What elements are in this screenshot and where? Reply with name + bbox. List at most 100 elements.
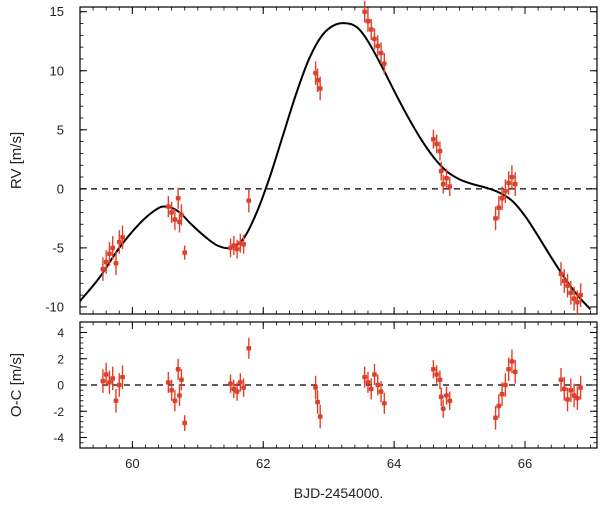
data-point: [509, 359, 515, 364]
data-point: [431, 137, 436, 142]
data-point: [439, 394, 444, 400]
data-point: [372, 372, 377, 377]
data-point: [113, 261, 119, 266]
data-point: [246, 346, 252, 351]
data-point: [166, 204, 171, 209]
data-point: [496, 205, 502, 210]
data-point: [317, 414, 323, 419]
rv-panel: -10 -5 0 5 10 15 RV [m/s]: [8, 1, 598, 315]
data-point: [100, 266, 106, 272]
data-point: [228, 245, 233, 251]
data-point: [175, 367, 181, 372]
data-point: [369, 386, 374, 392]
data-point: [578, 292, 583, 298]
data-point: [503, 189, 508, 194]
y-tick-label: 10: [50, 63, 64, 78]
data-point: [177, 393, 182, 398]
data-point: [110, 245, 115, 251]
data-point: [313, 385, 318, 390]
data-point: [120, 235, 125, 240]
y-tick-label: 0: [57, 379, 64, 393]
data-point: [231, 386, 236, 392]
data-point: [439, 168, 444, 174]
data-point: [565, 397, 570, 402]
data-point: [512, 369, 518, 375]
data-point: [182, 420, 187, 426]
data-point: [169, 210, 174, 215]
data-point: [169, 388, 174, 393]
data-point: [375, 43, 380, 49]
data-point: [562, 386, 567, 392]
data-point: [365, 380, 371, 385]
data-point: [493, 415, 498, 421]
data-point: [231, 243, 236, 248]
data-point: [110, 376, 115, 381]
data-point: [441, 406, 446, 411]
data-point: [444, 176, 449, 181]
plot-frame: [79, 6, 598, 315]
data-point: [313, 70, 318, 76]
data-point: [499, 391, 505, 397]
x-tick-label: 64: [387, 456, 401, 471]
data-point: [441, 181, 446, 187]
data-point: [362, 9, 367, 14]
data-point: [241, 385, 246, 390]
data-point: [172, 217, 178, 222]
data-point: [238, 240, 243, 246]
data-point: [437, 148, 443, 154]
data-point: [234, 246, 240, 252]
data-point: [103, 372, 109, 377]
data-point: [568, 388, 574, 393]
x-tick-label: 62: [256, 456, 270, 471]
x-tick-label: 60: [125, 456, 139, 471]
data-point: [113, 398, 119, 403]
data-point: [562, 278, 567, 284]
data-point: [166, 380, 171, 385]
data-point: [382, 61, 387, 66]
data-point: [493, 216, 498, 221]
data-point: [565, 283, 570, 288]
data-point: [175, 196, 181, 201]
y-axis-label: RV [m/s]: [8, 132, 25, 189]
data-point: [246, 198, 252, 203]
data-point: [234, 389, 240, 394]
data-point: [372, 36, 377, 42]
data-point: [506, 180, 511, 186]
data-point: [382, 401, 387, 406]
model-curve: [80, 22, 592, 310]
data-point: [571, 393, 577, 398]
y-tick-label: -4: [53, 431, 64, 445]
x-tick-label: 66: [518, 456, 532, 471]
data-point: [177, 219, 182, 225]
data-point: [365, 18, 371, 24]
data-point: [107, 251, 112, 256]
data-point: [317, 86, 323, 91]
data-point: [506, 367, 511, 372]
data-point: [571, 296, 577, 301]
data-point: [447, 184, 452, 189]
data-point: [578, 385, 583, 390]
y-tick-label: -10: [45, 299, 64, 314]
data-point: [509, 174, 515, 180]
data-point: [315, 78, 320, 83]
y-axis-label: O-C [m/s]: [8, 353, 25, 417]
y-tick-label: -5: [52, 240, 64, 255]
data-point: [369, 27, 374, 32]
data-point: [375, 382, 380, 388]
residual-panel: -4 -2 0 2 4 60 62 64 66 O-C [m/s] BJD-2454000.: [8, 321, 598, 501]
data-point: [575, 395, 580, 401]
data-point: [179, 377, 184, 382]
data-point: [447, 398, 452, 403]
y-tick-label: 5: [57, 122, 64, 137]
data-point: [378, 389, 384, 394]
data-point: [444, 393, 449, 398]
data-point: [117, 382, 122, 388]
data-point: [362, 374, 367, 380]
data-point: [228, 381, 233, 386]
data-point: [503, 382, 508, 388]
data-point: [315, 399, 320, 405]
data-point: [100, 378, 106, 384]
data-point: [568, 290, 574, 295]
data-point: [107, 380, 112, 385]
